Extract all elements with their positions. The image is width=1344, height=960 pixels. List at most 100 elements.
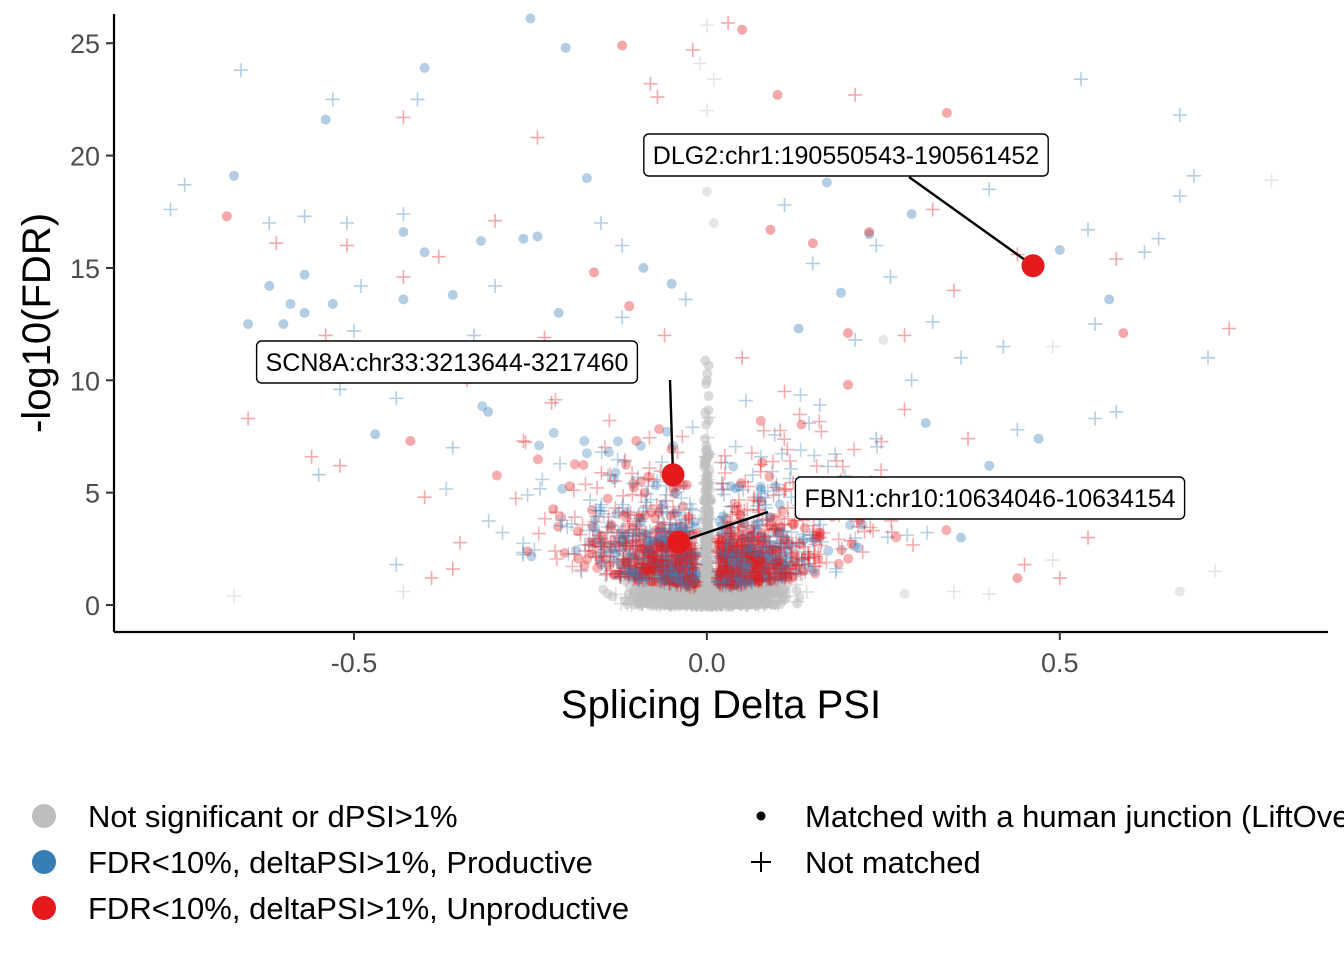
data-point (1109, 404, 1124, 419)
data-point (878, 334, 889, 345)
data-point (638, 262, 649, 273)
background-point (700, 476, 711, 487)
background-point (702, 536, 713, 547)
significant-point (579, 436, 590, 446)
significant-point (567, 510, 582, 525)
data-point (1081, 530, 1095, 545)
data-point (405, 436, 416, 446)
significant-point (675, 429, 690, 444)
data-point (389, 557, 404, 572)
data-point (396, 110, 411, 125)
significant-point (532, 454, 543, 465)
significant-point (495, 525, 510, 540)
data-point (445, 562, 460, 577)
significant-point (941, 525, 952, 536)
annotation-connector (908, 176, 1034, 267)
data-point (320, 114, 331, 125)
background-point (602, 588, 613, 599)
data-point (532, 231, 543, 242)
y-axis-title: -log10(FDR) (15, 213, 59, 433)
data-point (396, 584, 411, 599)
significant-point (559, 548, 570, 558)
significant-point (831, 532, 846, 547)
data-point (560, 42, 571, 53)
data-point (354, 278, 368, 293)
data-point (843, 379, 853, 390)
significant-point (784, 461, 799, 476)
data-point (956, 532, 966, 543)
data-point (864, 227, 875, 237)
data-point (221, 211, 232, 222)
data-point (941, 107, 952, 118)
data-point (692, 56, 707, 71)
data-point (332, 458, 347, 473)
significant-point (809, 459, 824, 473)
data-point (553, 307, 564, 318)
x-tick-label: 0.0 (688, 648, 726, 678)
data-point (737, 24, 748, 35)
significant-point (813, 527, 824, 538)
significant-point (716, 534, 727, 545)
significant-point (481, 513, 496, 528)
significant-point (439, 482, 454, 496)
significant-point (681, 479, 692, 490)
data-point (650, 90, 665, 105)
significant-point (783, 454, 797, 468)
data-point (925, 314, 940, 329)
data-point (396, 269, 411, 284)
background-point (686, 599, 697, 610)
data-point (869, 238, 884, 253)
data-point (1109, 252, 1124, 266)
legend-swatch-productive (32, 850, 56, 874)
data-point (897, 402, 912, 417)
significant-point (730, 483, 741, 494)
significant-point (843, 553, 854, 564)
annotation-text: FBN1:chr10:10634046-10634154 (804, 485, 1175, 513)
significant-point (623, 557, 634, 568)
significant-point (788, 519, 799, 530)
data-point (325, 92, 340, 107)
significant-point (836, 545, 847, 555)
background-point (744, 599, 755, 609)
significant-point (744, 446, 759, 460)
significant-point (646, 507, 657, 518)
data-point (1017, 557, 1032, 572)
data-point (961, 431, 975, 446)
data-point (906, 209, 917, 219)
legend-label-matched: Matched with a human junction (LiftOver) (805, 799, 1344, 834)
data-point (735, 350, 750, 365)
data-point (332, 382, 347, 397)
data-point (299, 269, 310, 280)
data-point (1033, 433, 1044, 444)
significant-point (793, 443, 808, 458)
significant-point (735, 554, 746, 565)
data-point (624, 301, 635, 312)
significant-point (572, 526, 583, 537)
significant-point (578, 477, 593, 492)
annotation-label: DLG2:chr1:190550543-190561452 (643, 133, 1049, 177)
significant-point (814, 424, 829, 439)
data-point (1010, 422, 1025, 437)
significant-point (774, 499, 785, 510)
data-point (483, 406, 494, 417)
data-point (370, 429, 381, 440)
data-point (589, 267, 599, 278)
highlighted-point (1021, 254, 1045, 278)
significant-point (891, 532, 902, 543)
significant-point (594, 465, 609, 480)
y-tick-label: 25 (70, 29, 100, 59)
data-point (1045, 339, 1060, 354)
significant-point (682, 574, 693, 585)
x-tick-label: -0.5 (331, 648, 378, 678)
legend-color-group: Not significant or dPSI>1% FDR<10%, delt… (32, 799, 629, 926)
significant-point (744, 577, 755, 588)
significant-point (670, 487, 681, 498)
legend-label-productive: FDR<10%, deltaPSI>1%, Productive (88, 845, 593, 880)
data-point (544, 395, 559, 410)
legend-shape-group: Matched with a human junction (LiftOver)… (751, 799, 1344, 880)
significant-point (728, 439, 743, 454)
data-point (821, 177, 832, 188)
data-point (721, 16, 736, 30)
significant-point (792, 407, 807, 422)
significant-point (508, 491, 523, 506)
